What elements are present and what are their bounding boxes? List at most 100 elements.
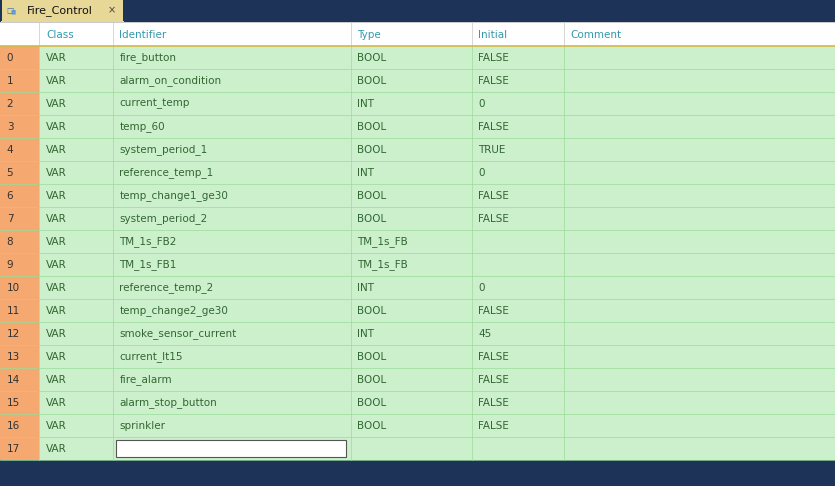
Bar: [0, 46, 39, 69]
Text: TM_1s_FB: TM_1s_FB: [357, 260, 408, 270]
Text: FALSE: FALSE: [478, 421, 509, 431]
Text: fire_alarm: fire_alarm: [119, 375, 172, 385]
Text: 8: 8: [7, 237, 13, 247]
Bar: [39, 414, 835, 437]
Text: FALSE: FALSE: [478, 53, 509, 63]
Bar: [0, 299, 39, 322]
Text: INT: INT: [357, 329, 374, 339]
Text: 45: 45: [478, 329, 492, 339]
Text: BOOL: BOOL: [357, 145, 387, 155]
Text: FALSE: FALSE: [478, 122, 509, 132]
Bar: [0, 437, 39, 460]
Text: 2: 2: [7, 99, 13, 109]
Bar: [39, 322, 835, 345]
Text: FALSE: FALSE: [478, 191, 509, 201]
Bar: [0, 391, 39, 414]
Bar: [39, 184, 835, 207]
Bar: [0, 253, 39, 276]
Text: temp_60: temp_60: [119, 122, 165, 132]
Text: 14: 14: [7, 375, 20, 385]
Text: temp_change2_ge30: temp_change2_ge30: [119, 306, 228, 316]
Bar: [39, 207, 835, 230]
Text: VAR: VAR: [46, 145, 67, 155]
Text: FALSE: FALSE: [478, 352, 509, 362]
Text: BOOL: BOOL: [357, 53, 387, 63]
Text: sprinkler: sprinkler: [119, 421, 165, 431]
Bar: [0, 69, 39, 92]
Text: 16: 16: [7, 421, 20, 431]
Text: Comment: Comment: [570, 30, 621, 40]
Text: reference_temp_1: reference_temp_1: [119, 168, 214, 178]
Text: 5: 5: [7, 168, 13, 178]
Bar: [39, 437, 835, 460]
Text: current_temp: current_temp: [119, 99, 190, 109]
Text: alarm_on_condition: alarm_on_condition: [119, 75, 221, 87]
Bar: [0, 276, 39, 299]
Text: Identifier: Identifier: [119, 30, 167, 40]
Text: BOOL: BOOL: [357, 122, 387, 132]
Text: system_period_2: system_period_2: [119, 213, 208, 225]
Bar: [0, 92, 39, 115]
Bar: [0, 345, 39, 368]
Text: 13: 13: [7, 352, 20, 362]
Bar: [39, 391, 835, 414]
Text: Type: Type: [357, 30, 381, 40]
Text: BOOL: BOOL: [357, 421, 387, 431]
Bar: [0, 230, 39, 253]
Text: VAR: VAR: [46, 398, 67, 408]
Bar: [0, 22, 835, 46]
Text: VAR: VAR: [46, 421, 67, 431]
Bar: [39, 69, 835, 92]
Text: ×: ×: [108, 5, 116, 16]
Text: ■: ■: [11, 9, 16, 14]
Bar: [0, 184, 39, 207]
Text: □: □: [6, 6, 13, 15]
Text: 1: 1: [7, 76, 13, 86]
Text: current_lt15: current_lt15: [119, 351, 183, 363]
Text: INT: INT: [357, 99, 374, 109]
Text: Class: Class: [46, 30, 73, 40]
Bar: [39, 276, 835, 299]
Text: BOOL: BOOL: [357, 352, 387, 362]
Bar: [39, 345, 835, 368]
Text: 11: 11: [7, 306, 20, 316]
Bar: [0, 414, 39, 437]
Text: VAR: VAR: [46, 191, 67, 201]
Text: INT: INT: [357, 283, 374, 293]
Bar: [0, 138, 39, 161]
Bar: [39, 161, 835, 184]
Text: reference_temp_2: reference_temp_2: [119, 282, 214, 294]
Text: VAR: VAR: [46, 444, 67, 454]
Text: TRUE: TRUE: [478, 145, 506, 155]
Text: BOOL: BOOL: [357, 191, 387, 201]
Text: 0: 0: [478, 283, 485, 293]
Text: VAR: VAR: [46, 260, 67, 270]
Text: FALSE: FALSE: [478, 76, 509, 86]
Text: VAR: VAR: [46, 352, 67, 362]
Bar: [39, 230, 835, 253]
Text: Initial: Initial: [478, 30, 508, 40]
Bar: [0, 161, 39, 184]
Text: 17: 17: [7, 444, 20, 454]
Text: VAR: VAR: [46, 329, 67, 339]
Bar: [39, 46, 835, 69]
Text: TM_1s_FB2: TM_1s_FB2: [119, 237, 177, 247]
Text: temp_change1_ge30: temp_change1_ge30: [119, 191, 228, 201]
Text: VAR: VAR: [46, 283, 67, 293]
Text: smoke_sensor_current: smoke_sensor_current: [119, 329, 236, 339]
Text: 9: 9: [7, 260, 13, 270]
Text: VAR: VAR: [46, 122, 67, 132]
Text: 15: 15: [7, 398, 20, 408]
Text: 3: 3: [7, 122, 13, 132]
Text: BOOL: BOOL: [357, 214, 387, 224]
Text: 0: 0: [478, 99, 485, 109]
Text: INT: INT: [357, 168, 374, 178]
Bar: [39, 368, 835, 391]
Text: FALSE: FALSE: [478, 214, 509, 224]
Text: FALSE: FALSE: [478, 306, 509, 316]
Bar: [39, 253, 835, 276]
Text: 7: 7: [7, 214, 13, 224]
Bar: [39, 138, 835, 161]
Text: VAR: VAR: [46, 375, 67, 385]
Text: VAR: VAR: [46, 306, 67, 316]
